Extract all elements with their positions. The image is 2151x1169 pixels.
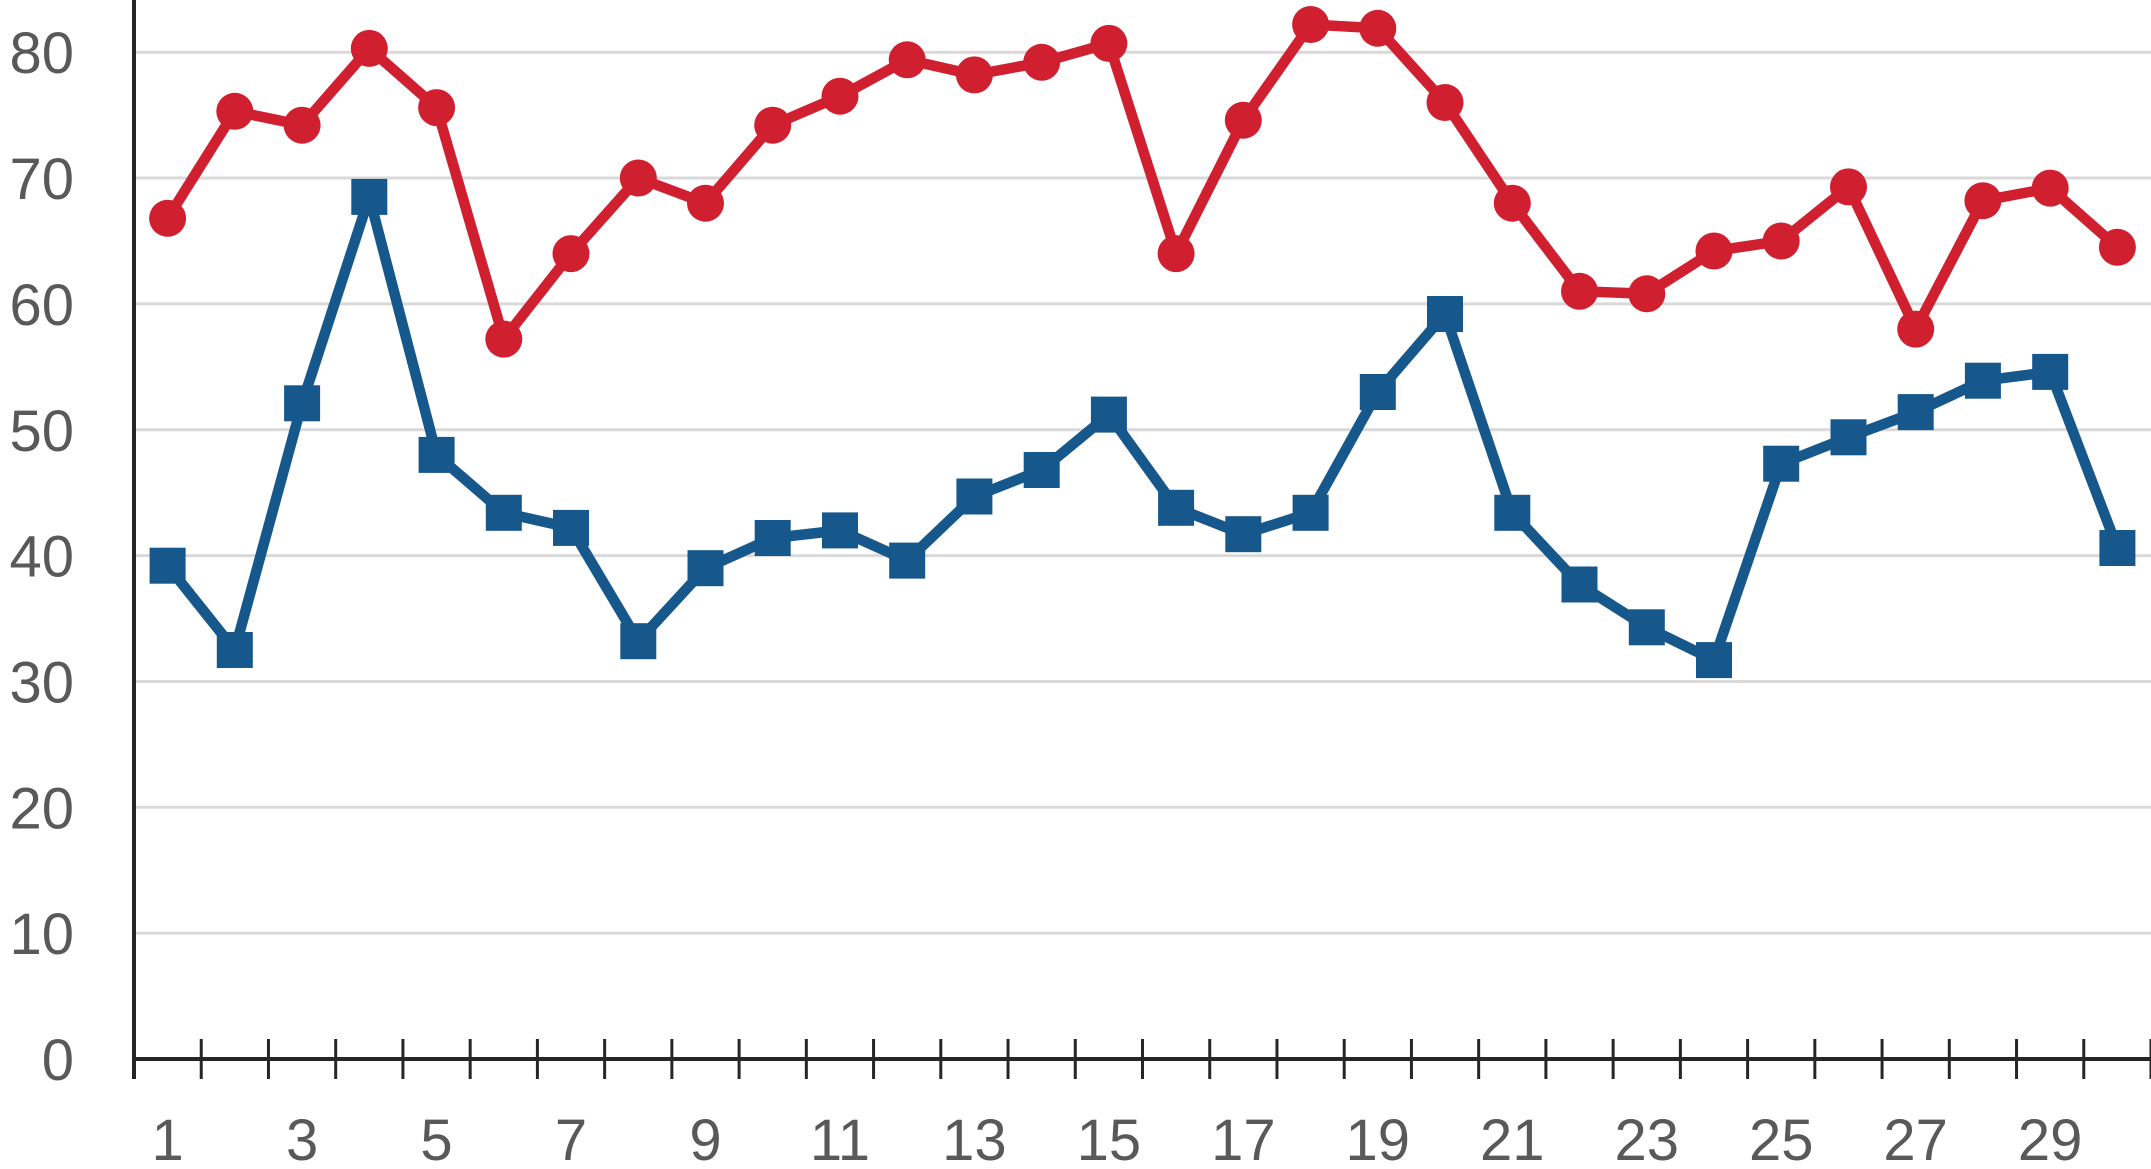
x-axis-tick-label: 17 xyxy=(1211,1108,1276,1169)
gridlines-group xyxy=(134,50,2151,935)
x-axis-tick-label: 25 xyxy=(1749,1108,1814,1169)
blue-square-series-point xyxy=(1023,452,1060,488)
x-axis-tick-label: 7 xyxy=(555,1108,587,1169)
red-circle-series-point xyxy=(1897,310,1935,348)
red-circle-series-point xyxy=(888,41,926,79)
blue-square-series-point xyxy=(149,547,186,584)
red-circle-series-point xyxy=(1292,6,1330,43)
red-circle-series-point xyxy=(1426,84,1464,121)
red-circle-series-point xyxy=(1695,232,1733,270)
blue-square-series-point xyxy=(1292,494,1329,531)
blue-square-series xyxy=(149,178,2136,679)
red-circle-series-point xyxy=(283,106,321,144)
red-circle-series-point xyxy=(1359,9,1397,47)
red-circle-series-point xyxy=(1493,184,1531,222)
red-circle-series-point xyxy=(1224,101,1262,139)
x-axis-tick-label: 3 xyxy=(286,1108,318,1169)
blue-square-series-point xyxy=(351,178,388,215)
red-circle-series-point xyxy=(485,320,523,358)
red-circle-series-point xyxy=(2031,169,2069,207)
blue-square-series-point xyxy=(1225,516,1262,553)
y-axis-tick-label: 10 xyxy=(9,902,74,967)
blue-square-series-point xyxy=(889,542,926,579)
y-axis-tick-label: 30 xyxy=(9,650,74,715)
red-circle-series-point xyxy=(1762,222,1800,260)
red-circle-series-point xyxy=(821,77,859,115)
red-circle-series-point xyxy=(619,159,657,197)
y-axis-tick-label: 40 xyxy=(9,525,74,590)
blue-square-series-point xyxy=(485,494,522,531)
blue-square-series-point xyxy=(1427,296,1463,332)
series-group xyxy=(149,6,2136,679)
blue-square-series-point xyxy=(1763,445,1800,482)
y-axis-tick-label: 80 xyxy=(9,21,74,86)
blue-square-series-point xyxy=(1359,374,1396,410)
blue-square-series-point xyxy=(284,385,321,422)
red-circle-series-point xyxy=(1090,24,1128,62)
red-circle-series-line xyxy=(162,19,2123,345)
x-axis-tick-label: 5 xyxy=(420,1108,452,1169)
blue-square-series-point xyxy=(1158,489,1195,526)
red-circle-series-point xyxy=(350,29,388,67)
blue-square-series-point xyxy=(754,520,791,556)
blue-square-series-point xyxy=(553,509,589,546)
tick-marks-group xyxy=(132,1039,2151,1079)
red-circle-series-point xyxy=(1964,182,2002,220)
blue-square-series-point xyxy=(956,478,993,515)
red-circle-series-point xyxy=(1023,43,1061,81)
blue-square-series-point xyxy=(1964,362,2001,399)
x-axis-tick-label: 9 xyxy=(689,1108,721,1169)
red-circle-series-point xyxy=(1561,272,1598,310)
red-circle-series-point xyxy=(552,235,590,273)
x-axis-tick-label: 11 xyxy=(810,1108,870,1169)
red-circle-series xyxy=(149,6,2136,358)
x-axis-tick-label: 1 xyxy=(151,1108,183,1169)
red-circle-series-point xyxy=(1830,168,1867,206)
y-axis-tick-label: 70 xyxy=(9,147,74,212)
blue-square-series-point xyxy=(1897,394,1934,431)
x-axis-labels-group: 1 3 5 7 9 11 13 15 17 19 21 23 25 27 29 xyxy=(151,1108,2082,1169)
blue-square-series-point xyxy=(620,623,657,660)
blue-square-series-point xyxy=(2032,353,2069,390)
blue-square-series-point xyxy=(418,436,455,473)
red-circle-series-point xyxy=(1157,235,1195,273)
blue-square-series-point xyxy=(1696,642,1732,679)
blue-square-series-point xyxy=(822,512,858,549)
blue-square-series-point xyxy=(1561,566,1598,603)
y-axis-tick-label: 0 xyxy=(42,1028,74,1093)
red-circle-series-point xyxy=(1628,275,1666,313)
blue-square-series-point xyxy=(1494,494,1531,531)
red-circle-series-point xyxy=(418,89,456,127)
y-axis-tick-label: 50 xyxy=(9,399,74,464)
blue-square-series-point xyxy=(1090,396,1127,433)
x-axis-tick-label: 15 xyxy=(1077,1108,1142,1169)
blue-square-series-point xyxy=(1830,419,1867,456)
x-axis-tick-label: 21 xyxy=(1480,1108,1545,1169)
red-circle-series-point xyxy=(216,92,254,130)
x-axis-tick-label: 13 xyxy=(942,1108,1007,1169)
red-circle-series-point xyxy=(149,199,187,237)
red-circle-series-point xyxy=(754,106,792,144)
blue-square-series-point xyxy=(687,550,724,587)
x-axis-tick-label: 29 xyxy=(2018,1108,2083,1169)
x-axis-tick-label: 23 xyxy=(1614,1108,1679,1169)
red-circle-series-point xyxy=(2098,228,2136,266)
blue-square-series-point xyxy=(216,632,253,668)
blue-square-series-point xyxy=(2099,530,2136,566)
blue-square-series-point xyxy=(1628,609,1665,646)
x-axis-tick-label: 19 xyxy=(1346,1108,1411,1169)
y-axis-tick-label: 60 xyxy=(9,273,74,338)
y-axis-labels-group: 0 10 20 30 40 50 60 70 80 xyxy=(9,21,74,1093)
y-axis-tick-label: 20 xyxy=(9,776,74,841)
x-axis-tick-label: 27 xyxy=(1883,1108,1948,1169)
red-circle-series-point xyxy=(687,184,724,222)
red-circle-series-point xyxy=(955,56,993,94)
